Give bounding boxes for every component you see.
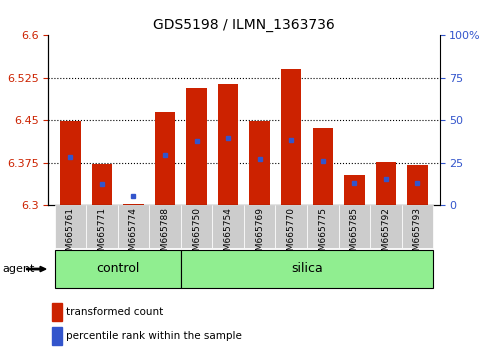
Bar	[123, 204, 144, 205]
Text: GSM665754: GSM665754	[224, 207, 233, 262]
Text: silica: silica	[291, 262, 323, 275]
Bar	[92, 164, 112, 205]
Bar	[244, 205, 275, 248]
Text: GSM665785: GSM665785	[350, 207, 359, 262]
Text: agent: agent	[2, 264, 35, 274]
Bar	[307, 205, 339, 248]
Bar	[376, 162, 396, 205]
Bar	[344, 175, 365, 205]
Bar	[370, 205, 402, 248]
Text: GSM665750: GSM665750	[192, 207, 201, 262]
Bar	[213, 205, 244, 248]
Bar	[55, 205, 86, 248]
Bar	[249, 121, 270, 205]
Bar	[402, 205, 433, 248]
Bar	[313, 128, 333, 205]
Text: GSM665793: GSM665793	[413, 207, 422, 262]
Text: GSM665769: GSM665769	[255, 207, 264, 262]
Bar	[339, 205, 370, 248]
Text: GSM665788: GSM665788	[160, 207, 170, 262]
Bar	[275, 205, 307, 248]
Text: control: control	[96, 262, 140, 275]
Bar	[155, 113, 175, 205]
Bar	[149, 205, 181, 248]
Bar	[181, 250, 433, 288]
Bar	[407, 165, 428, 205]
Bar	[60, 121, 81, 205]
Bar	[55, 250, 181, 288]
Text: GSM665771: GSM665771	[98, 207, 106, 262]
Bar	[86, 205, 118, 248]
Bar	[181, 205, 213, 248]
Title: GDS5198 / ILMN_1363736: GDS5198 / ILMN_1363736	[153, 18, 335, 32]
Bar	[218, 84, 239, 205]
Text: GSM665775: GSM665775	[318, 207, 327, 262]
Text: GSM665770: GSM665770	[287, 207, 296, 262]
Text: transformed count: transformed count	[66, 307, 163, 317]
Text: GSM665792: GSM665792	[382, 207, 390, 262]
Text: GSM665761: GSM665761	[66, 207, 75, 262]
Bar	[118, 205, 149, 248]
Bar	[186, 88, 207, 205]
Bar	[281, 69, 301, 205]
Text: percentile rank within the sample: percentile rank within the sample	[66, 331, 242, 341]
Text: GSM665774: GSM665774	[129, 207, 138, 262]
Bar	[52, 303, 62, 321]
Bar	[52, 326, 62, 345]
